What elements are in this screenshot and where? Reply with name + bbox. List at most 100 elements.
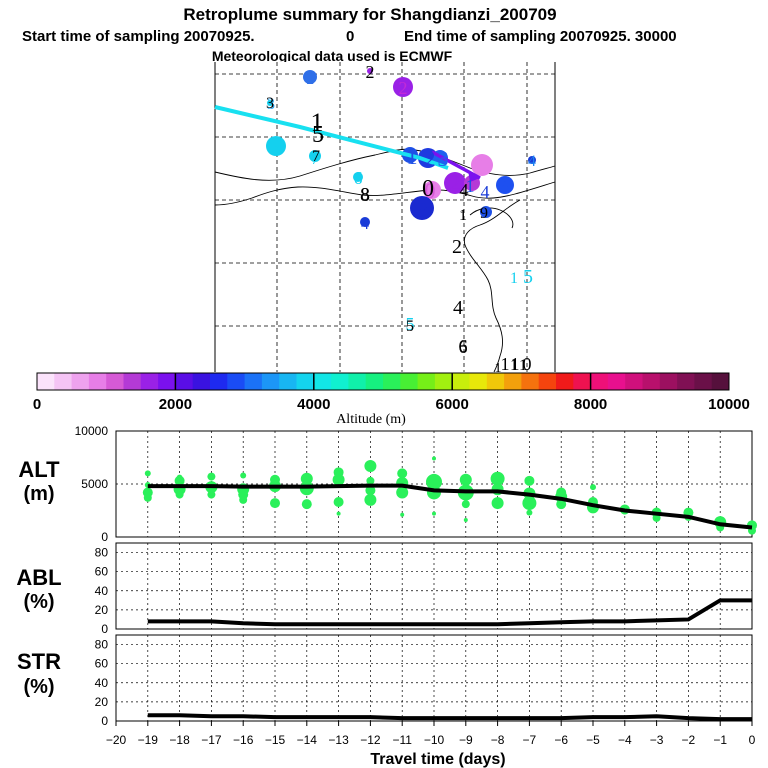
coastline-middle (214, 181, 556, 206)
x-tick-label-20: 0 (749, 733, 756, 747)
colorbar-swatch-31 (573, 373, 591, 390)
colorbar-swatch-6 (140, 373, 159, 390)
alt-scatter-point-10 (207, 490, 216, 499)
track-label-14: 6 (459, 336, 468, 356)
trajectory-cyan (214, 105, 449, 170)
x-tick-label-5: −15 (265, 733, 286, 747)
x-tick-label-19: −1 (713, 733, 727, 747)
plume-label-22: 5 (406, 314, 415, 334)
alt-scatter-point-0 (144, 470, 151, 477)
x-tick-label-0: −20 (106, 733, 127, 747)
alt-scatter-point-57 (652, 513, 661, 522)
plume-blob-16 (496, 176, 514, 194)
x-tick-label-13: −7 (523, 733, 537, 747)
alt-scatter-point-36 (432, 511, 436, 516)
colorbar-swatch-35 (642, 373, 661, 390)
colorbar-swatch-24 (452, 373, 470, 390)
plume-label-16: 8 (501, 177, 510, 197)
plume-label-17: 1 (466, 176, 475, 196)
colorbar-swatch-0 (37, 373, 55, 390)
x-tick-label-12: −8 (491, 733, 505, 747)
end-time-label: End time of sampling 20070925. 30000 (404, 28, 677, 45)
track-label-3: 4 (460, 180, 469, 200)
colorbar-swatch-8 (175, 373, 194, 390)
alt-series-line (147, 483, 753, 530)
abl-ytick-label-3: 20 (95, 603, 109, 617)
alt-scatter-point-23 (333, 497, 344, 508)
colorbar-swatch-36 (659, 373, 678, 390)
plume-label-4: 5 (271, 137, 281, 159)
colorbar-swatch-5 (123, 373, 142, 390)
plume-label-9: 1 (407, 144, 418, 169)
x-tick-label-1: −19 (138, 733, 159, 747)
colorbar-swatch-33 (607, 373, 626, 390)
colorbar-swatch-11 (227, 373, 245, 390)
plume-label-26: 0 (523, 354, 532, 374)
figure-title: Retroplume summary for Shangdianzi_20070… (183, 5, 556, 24)
track-label-10: 1 (510, 357, 518, 374)
track-label-5: 6 (459, 337, 468, 357)
alt-scatter-point-43 (491, 497, 504, 510)
alt-scatter-point-40 (463, 518, 468, 523)
alt-scatter-point-44 (524, 475, 535, 486)
plume-label-0: 1 (306, 68, 315, 88)
colorbar-swatch-13 (261, 373, 280, 390)
alt-scatter-point-47 (526, 509, 533, 516)
alt-frame (115, 430, 753, 538)
colorbar-swatch-20 (383, 373, 401, 390)
alt-scatter-point-22 (332, 473, 345, 486)
alt-scatter-point-11 (240, 472, 247, 479)
plume-label-2: 3 (267, 96, 275, 113)
plume-label-6: 7 (311, 151, 319, 168)
alt-scatter-point-37 (459, 473, 472, 486)
colorbar-swatch-28 (521, 373, 540, 390)
plume-label-23: 5 (523, 266, 533, 288)
alt-scatter-point-46 (522, 496, 537, 511)
x-tick-label-15: −5 (586, 733, 600, 747)
plume-label-14: 0 (425, 178, 436, 203)
x-tick-label-8: −12 (360, 733, 381, 747)
start-time-zero: 0 (346, 28, 354, 45)
colorbar-swatch-23 (434, 373, 453, 390)
alt-panel-unit: (m) (23, 483, 54, 505)
colorbar-swatch-34 (625, 373, 643, 390)
x-tick-label-17: −3 (650, 733, 664, 747)
plume-label-19: 1 (459, 207, 467, 224)
x-tick-label-10: −10 (424, 733, 445, 747)
alt-scatter-point-28 (364, 493, 377, 506)
track-label-16: 1 (495, 361, 502, 376)
alt-scatter-point-7 (176, 474, 183, 481)
alt-scatter-point-29 (397, 468, 408, 479)
plume-label-13: 1 (478, 154, 489, 179)
colorbar-tick-label-1: 2000 (159, 396, 192, 413)
track-label-15: 1 (519, 357, 527, 374)
alt-scatter-point-32 (400, 512, 405, 517)
time-series-panels: 1000050000ALT(m)806040200ABL(%)806040200… (16, 424, 757, 768)
track-label-4: 5 (312, 122, 324, 148)
plume-label-7: 8 (360, 184, 370, 206)
colorbar-swatch-30 (556, 373, 574, 390)
alt-scatter-point-25 (364, 459, 377, 472)
track-label-7: 8 (361, 184, 370, 204)
plume-label-1: 2 (399, 78, 408, 98)
alt-scatter-point-14 (239, 495, 248, 504)
str-panel-unit: (%) (23, 676, 54, 698)
str-ytick-label-4: 0 (101, 714, 108, 728)
colorbar-swatch-26 (486, 373, 505, 390)
alt-ytick-label-2: 0 (101, 530, 108, 544)
colorbar-axis-label: Altitude (m) (336, 412, 406, 427)
str-ytick-label-3: 20 (95, 695, 109, 709)
altitude-colorbar: 0 2000 4000 6000 8000 10000 Altitude (m) (33, 372, 750, 427)
plume-blob-12 (444, 172, 466, 194)
colorbar-swatch-25 (469, 373, 488, 390)
panel-str: 80 60 40 20 0 STR(%) (17, 634, 753, 728)
colorbar-swatch-17 (331, 373, 349, 390)
str-series-line (147, 713, 752, 722)
str-ytick-label-2: 40 (95, 676, 109, 690)
abl-panel-unit: (%) (23, 591, 54, 613)
plume-label-5: 6 (354, 168, 363, 188)
panel-alt: 10000 5000 0 ALT(m) (18, 424, 757, 544)
